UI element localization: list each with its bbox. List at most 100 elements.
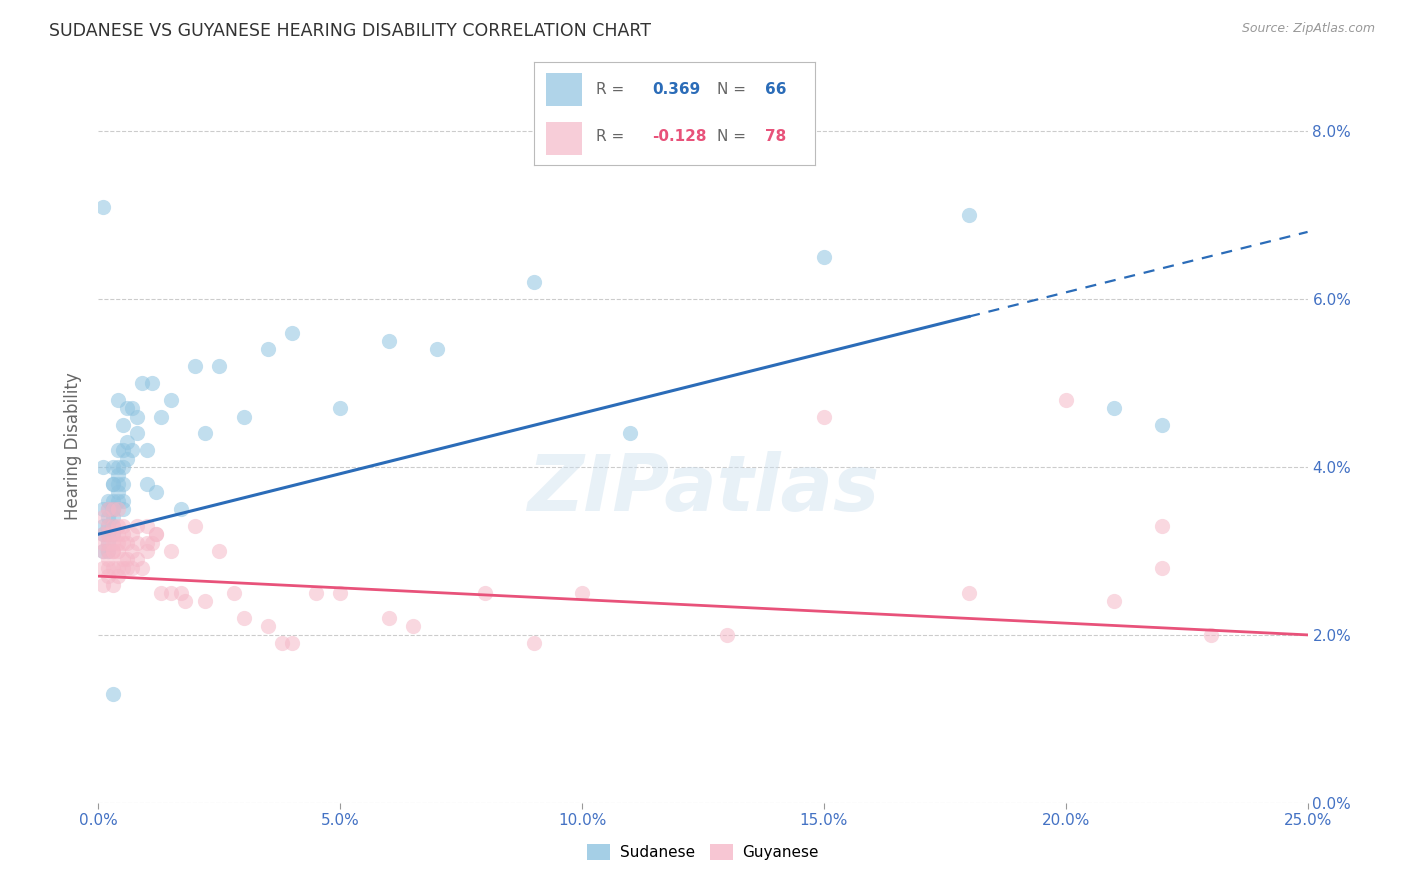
Point bbox=[256, 619, 278, 633]
Point bbox=[101, 687, 124, 701]
Point bbox=[1199, 628, 1222, 642]
Text: 66: 66 bbox=[765, 81, 786, 96]
Point bbox=[281, 636, 304, 650]
Point bbox=[107, 392, 129, 407]
Point bbox=[101, 518, 124, 533]
Point bbox=[145, 527, 167, 541]
Point bbox=[97, 560, 120, 574]
Point bbox=[97, 518, 120, 533]
Point bbox=[101, 510, 124, 524]
Text: -0.128: -0.128 bbox=[652, 128, 707, 144]
Point bbox=[107, 476, 129, 491]
Point bbox=[91, 577, 114, 591]
Point bbox=[101, 535, 124, 549]
Point bbox=[107, 502, 129, 516]
Point bbox=[571, 586, 593, 600]
Point bbox=[117, 535, 139, 549]
Point bbox=[111, 493, 134, 508]
Point bbox=[97, 535, 120, 549]
Point bbox=[101, 502, 124, 516]
Point bbox=[107, 518, 129, 533]
Point bbox=[194, 594, 217, 608]
Point bbox=[135, 518, 157, 533]
Point bbox=[377, 611, 399, 625]
Text: 0.369: 0.369 bbox=[652, 81, 700, 96]
Point bbox=[107, 493, 129, 508]
Point bbox=[101, 476, 124, 491]
Point bbox=[111, 518, 134, 533]
Point bbox=[121, 443, 143, 458]
Point bbox=[1152, 417, 1174, 432]
Point bbox=[305, 586, 328, 600]
Point bbox=[97, 527, 120, 541]
Point bbox=[232, 409, 254, 424]
Point bbox=[141, 535, 163, 549]
Point bbox=[91, 535, 114, 549]
Point bbox=[1054, 392, 1077, 407]
Point bbox=[135, 443, 157, 458]
Point bbox=[1152, 518, 1174, 533]
Point bbox=[145, 485, 167, 500]
Point bbox=[150, 586, 173, 600]
Point bbox=[232, 611, 254, 625]
Point bbox=[329, 586, 352, 600]
Point bbox=[1152, 560, 1174, 574]
Point bbox=[135, 544, 157, 558]
Point bbox=[91, 527, 114, 541]
Point bbox=[107, 535, 129, 549]
Point bbox=[957, 586, 980, 600]
Point bbox=[813, 250, 835, 264]
Point bbox=[91, 544, 114, 558]
Point bbox=[160, 544, 183, 558]
Point bbox=[117, 560, 139, 574]
Point bbox=[91, 510, 114, 524]
Point bbox=[169, 502, 191, 516]
Point bbox=[101, 518, 124, 533]
Point bbox=[117, 401, 139, 416]
FancyBboxPatch shape bbox=[546, 122, 582, 155]
Point bbox=[101, 493, 124, 508]
Point bbox=[107, 460, 129, 475]
Point bbox=[111, 443, 134, 458]
Point bbox=[101, 544, 124, 558]
FancyBboxPatch shape bbox=[546, 73, 582, 105]
Point bbox=[91, 560, 114, 574]
Text: ZIPatlas: ZIPatlas bbox=[527, 450, 879, 527]
Point bbox=[101, 476, 124, 491]
Point bbox=[97, 518, 120, 533]
Point bbox=[474, 586, 496, 600]
Point bbox=[117, 451, 139, 466]
Text: N =: N = bbox=[717, 128, 747, 144]
Point bbox=[121, 544, 143, 558]
Point bbox=[107, 560, 129, 574]
Point bbox=[329, 401, 352, 416]
Point bbox=[813, 409, 835, 424]
Point bbox=[111, 560, 134, 574]
Point bbox=[271, 636, 294, 650]
Point bbox=[117, 434, 139, 449]
Point bbox=[716, 628, 738, 642]
Point bbox=[281, 326, 304, 340]
Point bbox=[91, 527, 114, 541]
Point bbox=[426, 343, 449, 357]
Point bbox=[208, 359, 231, 374]
Point bbox=[97, 544, 120, 558]
Point bbox=[135, 476, 157, 491]
Point bbox=[101, 502, 124, 516]
Point bbox=[91, 544, 114, 558]
Point bbox=[111, 527, 134, 541]
Point bbox=[91, 200, 114, 214]
Point bbox=[107, 443, 129, 458]
Point bbox=[957, 208, 980, 222]
Point bbox=[208, 544, 231, 558]
Point bbox=[101, 560, 124, 574]
Point bbox=[97, 510, 120, 524]
Point bbox=[97, 544, 120, 558]
Y-axis label: Hearing Disability: Hearing Disability bbox=[65, 372, 83, 520]
Point bbox=[131, 376, 153, 390]
Text: R =: R = bbox=[596, 128, 624, 144]
Point bbox=[1102, 594, 1125, 608]
Text: Source: ZipAtlas.com: Source: ZipAtlas.com bbox=[1241, 22, 1375, 36]
Point bbox=[256, 343, 278, 357]
Point bbox=[619, 426, 641, 441]
